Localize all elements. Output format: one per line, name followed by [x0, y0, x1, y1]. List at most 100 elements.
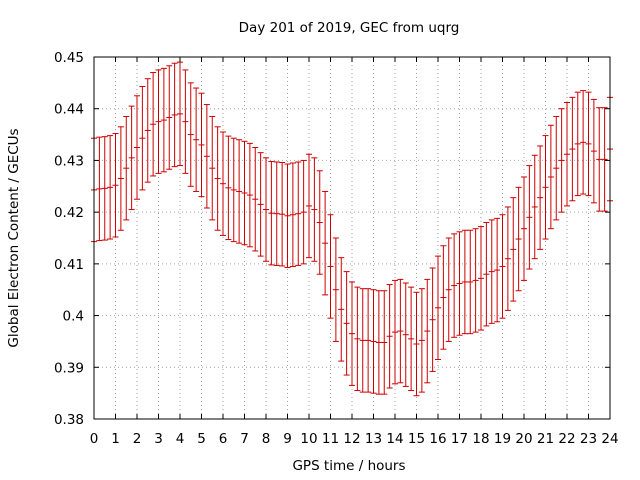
error-bar [332, 237, 339, 342]
x-tick-label: 10 [300, 431, 317, 447]
error-bar [365, 288, 372, 393]
x-tick-label: 20 [515, 431, 532, 447]
error-bar [166, 65, 173, 170]
error-bar [590, 98, 597, 204]
error-bar [101, 136, 108, 241]
error-bar [220, 131, 226, 236]
error-bar [531, 154, 538, 260]
error-bar [354, 286, 361, 392]
error-bar [182, 69, 189, 174]
x-tick-label: 13 [365, 431, 382, 447]
error-bar [155, 69, 162, 174]
error-bar [397, 278, 404, 384]
error-bar [268, 160, 275, 266]
error-bar [569, 96, 576, 202]
error-bar [214, 126, 221, 231]
error-bar [134, 95, 140, 200]
y-tick-label: 0.4 [63, 309, 84, 325]
error-bar [547, 124, 554, 230]
error-bar [537, 145, 544, 250]
error-bar [574, 91, 581, 197]
x-tick-label: 14 [386, 431, 403, 447]
error-bar [171, 62, 178, 168]
axis-ticks: 0 1 2 3 4 5 6 7 8 9 10 11 12 13 14 15 16 17 18 19 20 21 22 23 24… [54, 50, 619, 447]
error-bar [160, 67, 167, 173]
error-bar [322, 190, 329, 296]
error-bar [386, 284, 393, 389]
error-bar [359, 288, 366, 393]
error-bar [488, 219, 495, 324]
x-tick-label: 9 [283, 431, 292, 447]
error-bar [295, 161, 302, 266]
error-bar [445, 237, 452, 342]
x-tick-label: 4 [176, 431, 185, 447]
error-bar [596, 107, 603, 212]
x-tick-label: 7 [240, 431, 249, 447]
error-bar-series [91, 61, 613, 397]
error-bar [585, 91, 592, 197]
error-bar [284, 163, 291, 268]
y-tick-label: 0.44 [54, 102, 84, 118]
error-bar [311, 157, 318, 262]
x-tick-label: 8 [262, 431, 271, 447]
error-bar [515, 186, 522, 292]
error-bar [230, 137, 237, 243]
error-bar [451, 233, 458, 338]
x-tick-label: 2 [133, 431, 142, 447]
chart-title: Day 201 of 2019, GEC from uqrg [239, 20, 460, 36]
error-bar [440, 245, 447, 350]
error-bar [467, 229, 474, 335]
x-tick-label: 19 [494, 431, 511, 447]
error-bar [343, 271, 350, 376]
error-bar [225, 135, 232, 241]
error-bar [418, 288, 425, 393]
x-tick-label: 5 [197, 431, 206, 447]
x-tick-label: 15 [408, 431, 425, 447]
error-bar [483, 221, 490, 327]
y-tick-label: 0.41 [54, 257, 84, 273]
y-tick-label: 0.42 [54, 205, 84, 221]
x-tick-label: 11 [322, 431, 339, 447]
x-tick-label: 0 [90, 431, 99, 447]
error-bar [494, 217, 501, 323]
y-tick-label: 0.45 [54, 50, 84, 66]
x-tick-label: 22 [558, 431, 575, 447]
error-bar [279, 161, 286, 267]
error-bar [392, 279, 398, 385]
error-bar [499, 214, 506, 319]
error-bar [209, 115, 216, 221]
error-bar [96, 136, 103, 242]
error-bar [252, 147, 259, 252]
error-bar [526, 165, 533, 270]
error-bar [402, 282, 409, 387]
error-bar [117, 126, 124, 231]
error-bar [150, 72, 157, 177]
error-bar [408, 286, 415, 392]
error-bar [375, 290, 382, 395]
y-tick-label: 0.39 [54, 360, 84, 376]
x-tick-label: 24 [601, 431, 618, 447]
y-tick-label: 0.43 [54, 153, 84, 169]
error-bar [580, 90, 587, 195]
error-bar [338, 257, 345, 362]
error-bar [381, 290, 388, 395]
error-bar [553, 115, 560, 221]
error-bar [370, 289, 377, 394]
error-bar [241, 140, 248, 246]
x-tick-label: 17 [451, 431, 468, 447]
error-bar [273, 161, 280, 266]
x-tick-label: 16 [429, 431, 446, 447]
error-bar [144, 78, 151, 183]
error-bar [510, 197, 517, 302]
x-tick-label: 18 [472, 431, 489, 447]
error-bar [236, 139, 243, 244]
x-tick-label: 3 [154, 431, 163, 447]
error-bar [349, 281, 355, 386]
error-bar [300, 159, 307, 265]
error-bar [198, 92, 205, 198]
error-bar [193, 87, 200, 192]
error-bar [246, 142, 253, 248]
error-bar [306, 153, 312, 259]
x-tick-label: 12 [343, 431, 360, 447]
